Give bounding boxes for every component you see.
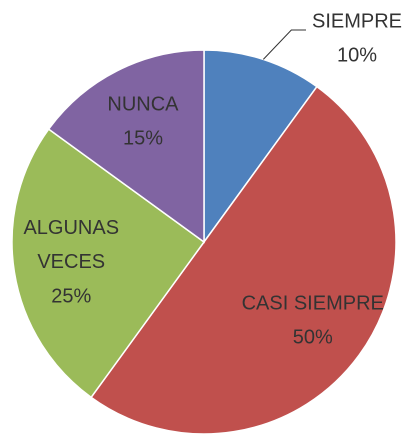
value-label: 15%	[123, 128, 163, 150]
leader-line	[262, 29, 306, 60]
pie-slice	[90, 85, 397, 434]
slice-label-line: VECES	[37, 251, 105, 273]
pie-slice	[203, 49, 318, 245]
slice-label-line: ALGUNAS	[23, 217, 119, 239]
slice-label: NUNCA	[107, 94, 179, 116]
slice-label: ALGUNAS VECES	[23, 217, 119, 273]
value-label: 25%	[51, 285, 91, 307]
pie-slice	[47, 49, 205, 244]
slice-label: SIEMPRE	[312, 10, 402, 32]
value-label: 50%	[293, 326, 333, 348]
slice-label: CASI SIEMPRE	[242, 292, 384, 314]
pie-slice	[11, 128, 206, 399]
value-label: 10%	[337, 44, 377, 66]
